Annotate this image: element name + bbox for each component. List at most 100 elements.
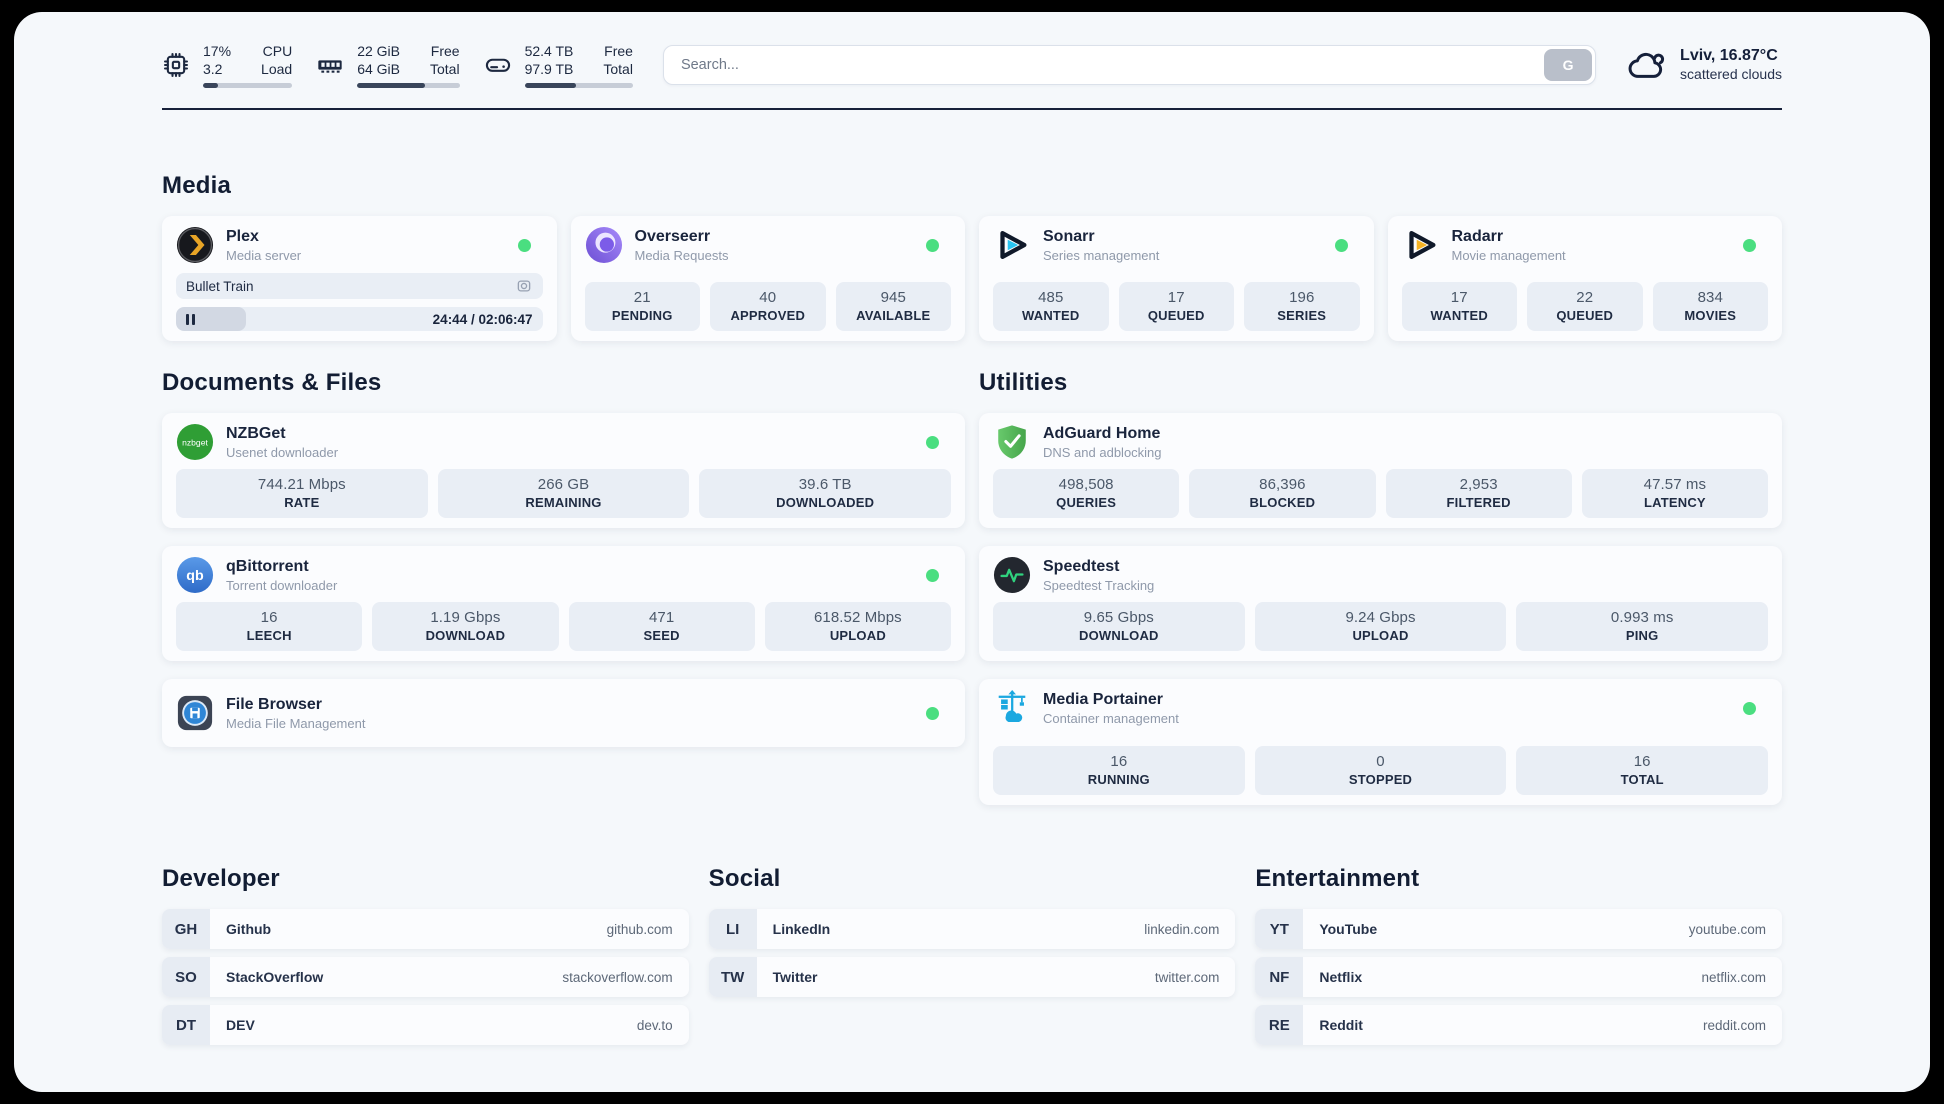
status-dot	[926, 568, 939, 582]
svg-text:qb: qb	[186, 568, 204, 584]
link-netflix[interactable]: NF Netflix netflix.com	[1255, 957, 1782, 997]
search-engine-button[interactable]: G	[1544, 49, 1593, 81]
stat-download: 1.19 Gbps DOWNLOAD	[372, 602, 559, 651]
app-description: Speedtest Tracking	[1043, 577, 1155, 593]
playback-progress-bar[interactable]: 24:44 / 02:06:47	[176, 307, 543, 331]
ram-progress-bar	[357, 83, 460, 89]
link-youtube[interactable]: YT YouTube youtube.com	[1255, 909, 1782, 949]
app-description: Usenet downloader	[226, 444, 339, 460]
status-dot	[1334, 238, 1348, 252]
app-card-nzbget[interactable]: nzbget NZBGet Usenet downloader 744.21 M…	[162, 413, 965, 528]
dashboard-page: 17% CPU 3.2 Load	[14, 12, 1930, 1092]
section-media: Media Plex Media server	[162, 172, 1782, 341]
filebrowser-icon	[176, 694, 214, 732]
speedtest-icon	[993, 556, 1031, 594]
app-name: Overseerr	[634, 227, 711, 245]
linkedin-abbr-icon: LI	[708, 909, 757, 949]
svg-text:nzbget: nzbget	[182, 437, 208, 447]
app-card-plex[interactable]: Plex Media server Bullet Train	[162, 216, 557, 341]
header-divider	[162, 108, 1782, 110]
stat-latency: 47.57 ms LATENCY	[1581, 469, 1768, 518]
status-dot	[926, 435, 939, 449]
weather-widget: Lviv, 16.87°C scattered clouds	[1626, 44, 1782, 86]
status-dot	[1743, 701, 1756, 715]
stat-wanted: 17 WANTED	[1401, 282, 1517, 331]
cpu-progress-fill	[203, 83, 219, 89]
status-dot	[926, 238, 939, 252]
app-description: Media Requests	[634, 247, 729, 263]
now-playing-row: Bullet Train	[176, 273, 543, 300]
app-name: Speedtest	[1043, 557, 1120, 575]
stat-queued: 22 QUEUED	[1527, 282, 1643, 331]
qbittorrent-icon: qb	[176, 556, 214, 594]
reddit-abbr-icon: RE	[1255, 1005, 1304, 1045]
playback-progress-fill	[176, 307, 246, 331]
app-card-sonarr[interactable]: Sonarr Series management 485 WANTED 17 Q…	[979, 216, 1374, 341]
search-bar[interactable]: G	[662, 45, 1597, 85]
link-reddit[interactable]: RE Reddit reddit.com	[1255, 1005, 1782, 1045]
stat-stopped: 0 STOPPED	[1254, 746, 1507, 795]
playback-time: 24:44 / 02:06:47	[432, 311, 533, 327]
cpu-progress-bar	[203, 83, 293, 89]
search-input[interactable]	[666, 57, 1545, 73]
app-name: NZBGet	[226, 424, 286, 442]
cpu-usage-value: 17%	[203, 42, 232, 59]
app-name: AdGuard Home	[1043, 424, 1161, 442]
link-twitter[interactable]: TW Twitter twitter.com	[708, 957, 1236, 997]
netflix-abbr-icon: NF	[1255, 957, 1304, 997]
youtube-abbr-icon: YT	[1255, 909, 1304, 949]
app-description: Media server	[226, 247, 302, 263]
weather-location-temp: Lviv, 16.87°C	[1680, 47, 1778, 65]
status-dot	[926, 706, 939, 720]
disk-stat: 52.4 TB Free 97.9 TB Total	[484, 42, 633, 89]
stat-upload: 618.52 Mbps UPLOAD	[764, 602, 951, 651]
link-stackoverflow[interactable]: SO StackOverflow stackoverflow.com	[162, 957, 689, 997]
memory-stat: 22 GiB Free 64 GiB Total	[316, 42, 460, 89]
stat-queued: 17 QUEUED	[1118, 282, 1234, 331]
app-card-adguard[interactable]: AdGuard Home DNS and adblocking 498,508 …	[979, 413, 1782, 528]
stat-queries: 498,508 QUERIES	[993, 469, 1180, 518]
app-name: File Browser	[226, 695, 323, 713]
app-card-qbittorrent[interactable]: qb qBittorrent Torrent downloader 16 LEE…	[162, 546, 965, 661]
app-card-portainer[interactable]: Media Portainer Container management 16 …	[979, 679, 1782, 805]
link-linkedin[interactable]: LI LinkedIn linkedin.com	[708, 909, 1236, 949]
section-title-entertainment: Entertainment	[1255, 865, 1420, 892]
overseerr-icon	[585, 226, 623, 264]
section-entertainment: Entertainment YT YouTube youtube.com NF …	[1255, 865, 1782, 1045]
app-card-radarr[interactable]: Radarr Movie management 17 WANTED 22 QUE…	[1387, 216, 1782, 341]
adguard-icon	[993, 423, 1031, 461]
stat-wanted: 485 WANTED	[993, 282, 1109, 331]
app-description: Media File Management	[226, 715, 366, 731]
stat-rate: 744.21 Mbps RATE	[176, 469, 428, 518]
stat-series: 196 SERIES	[1244, 282, 1360, 331]
stat-leech: 16 LEECH	[176, 602, 363, 651]
app-card-filebrowser[interactable]: File Browser Media File Management	[162, 679, 965, 747]
ram-progress-fill	[357, 83, 425, 89]
stat-approved: 40 APPROVED	[710, 282, 826, 331]
link-dev[interactable]: DT DEV dev.to	[162, 1005, 689, 1045]
app-description: Movie management	[1451, 247, 1566, 263]
link-github[interactable]: GH Github github.com	[162, 909, 689, 949]
portainer-icon	[993, 689, 1031, 727]
stat-ping: 0.993 ms PING	[1516, 602, 1769, 651]
plex-icon	[176, 226, 214, 264]
cpu-icon	[162, 51, 190, 79]
app-card-speedtest[interactable]: Speedtest Speedtest Tracking 9.65 Gbps D…	[979, 546, 1782, 661]
stat-downloaded: 39.6 TB DOWNLOADED	[699, 469, 952, 518]
weather-condition: scattered clouds	[1680, 66, 1782, 83]
section-developer: Developer GH Github github.com SO StackO…	[162, 865, 689, 1045]
app-description: Torrent downloader	[226, 577, 338, 593]
stat-remaining: 266 GB REMAINING	[437, 469, 690, 518]
cpu-stat: 17% CPU 3.2 Load	[162, 42, 293, 89]
app-card-overseerr[interactable]: Overseerr Media Requests 21 PENDING 40 A…	[570, 216, 965, 341]
ram-total-value: 64 GiB	[357, 61, 400, 77]
github-abbr-icon: GH	[162, 909, 210, 949]
top-bar: 17% CPU 3.2 Load	[162, 38, 1782, 92]
sonarr-icon	[993, 226, 1031, 264]
app-name: Plex	[226, 227, 259, 245]
section-title-media: Media	[162, 172, 232, 199]
stat-upload: 9.24 Gbps UPLOAD	[1254, 602, 1507, 651]
ram-icon	[316, 51, 344, 79]
dev-abbr-icon: DT	[162, 1005, 210, 1045]
pause-icon[interactable]	[186, 313, 195, 325]
